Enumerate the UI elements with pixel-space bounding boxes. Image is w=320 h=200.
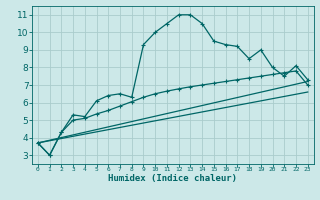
X-axis label: Humidex (Indice chaleur): Humidex (Indice chaleur) (108, 174, 237, 183)
